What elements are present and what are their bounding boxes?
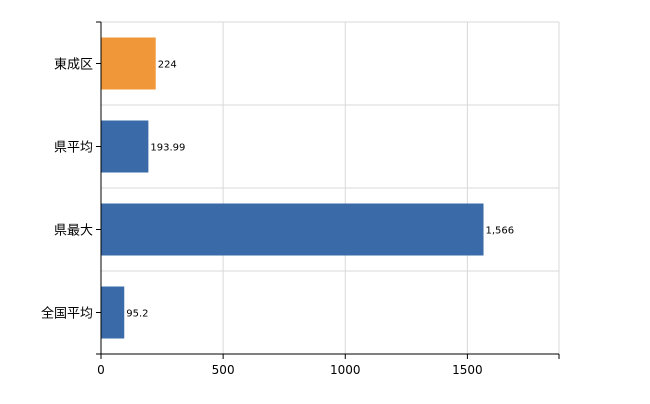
data-label: 1,566 bbox=[486, 226, 515, 237]
category-label: 県最大 bbox=[54, 224, 93, 239]
data-label: 95.2 bbox=[126, 309, 148, 320]
bar bbox=[101, 37, 156, 90]
data-label: 193.99 bbox=[150, 143, 185, 154]
category-label: 県平均 bbox=[54, 141, 93, 156]
x-tick-label: 0 bbox=[97, 363, 105, 377]
grid-layer bbox=[101, 21, 560, 354]
category-label: 東成区 bbox=[54, 57, 93, 73]
x-tick-label: 500 bbox=[212, 363, 235, 377]
x-tick-label: 1500 bbox=[452, 363, 483, 377]
category-label: 全国平均 bbox=[41, 306, 93, 322]
data-label-layer: 224 193.99 1,566 95.2 bbox=[126, 60, 514, 320]
x-tick-label: 1000 bbox=[330, 363, 361, 377]
bar bbox=[101, 203, 484, 256]
bar bbox=[101, 120, 149, 173]
bar-layer bbox=[101, 37, 484, 339]
bar bbox=[101, 286, 125, 339]
data-label: 224 bbox=[158, 60, 177, 71]
